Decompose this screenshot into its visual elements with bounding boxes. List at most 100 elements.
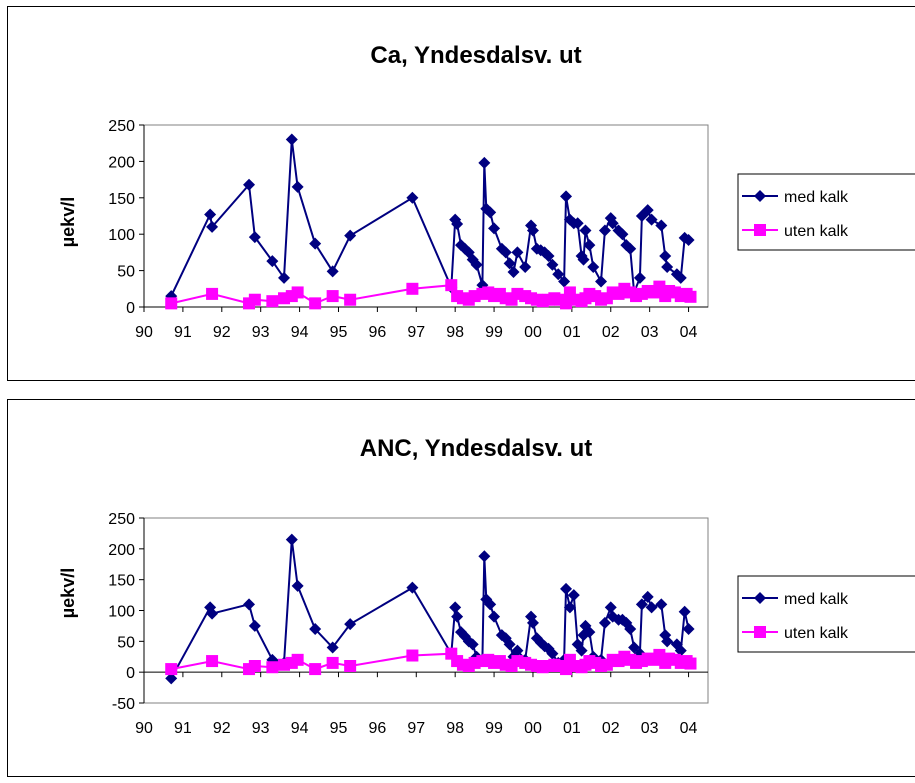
data-point-diamond [682,234,695,247]
x-tick-label: 98 [446,324,464,341]
y-tick-label: 150 [108,573,135,590]
x-tick-label: 95 [330,324,348,341]
data-point-diamond [552,268,565,281]
data-point-diamond [579,619,592,632]
data-point-diamond [558,275,571,288]
ca-chart-frame: Ca, Yndesdalsv. ut µekv/l 0 50 100 150 200 25… [7,6,915,381]
legend-label: uten kalk [784,625,849,642]
data-point-diamond [624,623,637,635]
data-point-square [560,297,573,310]
x-tick-label: 03 [641,324,659,341]
data-point-diamond [519,260,532,273]
data-point-diamond [165,672,178,685]
data-point-diamond [204,601,217,614]
data-point-square [684,657,697,670]
data-point-diamond [309,623,322,635]
y-tick-label: 200 [108,154,135,171]
legend: med kalk uten kalk [737,575,915,653]
data-point-diamond [661,260,674,273]
data-point-square [206,287,219,300]
data-point-diamond [266,653,279,666]
data-point-diamond [278,271,291,284]
data-point-square [511,655,524,668]
x-tick-label: 96 [368,720,386,737]
data-point-square [406,282,419,295]
data-point-square [560,663,573,676]
plot-border [143,124,709,308]
data-point-diamond [560,190,573,203]
x-tick-label: 02 [602,324,620,341]
x-tick-label: 00 [524,324,542,341]
data-point-diamond [526,224,539,237]
data-point-diamond [526,616,539,629]
data-point-diamond [406,191,419,204]
y-tick-label: 50 [117,634,135,651]
x-tick-label: 99 [485,324,503,341]
x-tick-label: 91 [174,324,192,341]
data-point-diamond [659,250,672,263]
x-tick-label: 90 [135,324,153,341]
data-point-square [511,287,524,300]
data-point-diamond [598,224,611,237]
data-point-diamond [291,180,304,193]
data-point-diamond [633,271,646,284]
x-tick-label: 00 [524,720,542,737]
data-point-square [309,297,322,310]
data-point-square [266,295,279,308]
data-point-diamond [525,610,538,623]
y-tick-label: 250 [108,511,135,528]
data-point-diamond [577,253,590,266]
data-point-square [326,290,339,303]
plot-area: -50 0 50 100 150 200 250 90 91 92 93 94 95 96 97 98 99 00… [108,511,915,737]
data-point-diamond [546,647,559,660]
data-point-diamond [606,217,619,230]
legend-label: uten kalk [784,223,849,240]
data-point-diamond [285,133,298,146]
data-point-square [309,663,322,676]
data-point-square [248,660,261,672]
legend-square-marker [754,224,766,236]
data-point-diamond [451,218,464,231]
x-tick-label: 92 [213,720,231,737]
y-tick-label: 100 [108,604,135,621]
plot-area: 0 50 100 150 200 250 90 91 92 93 94 95 96 97 98 99 00 01 0… [108,118,915,341]
data-point-diamond [659,629,672,642]
data-point-diamond [567,589,580,602]
data-point-diamond [495,629,508,642]
data-point-diamond [542,250,555,263]
x-tick-label: 95 [330,720,348,737]
x-tick-label: 04 [680,720,698,737]
anc-chart-svg: ANC, Yndesdalsv. ut µekv/l -50 0 50 100 150 2… [58,435,915,737]
data-point-diamond [587,260,600,273]
y-tick-label: 0 [126,665,135,682]
data-point-diamond [503,638,516,651]
data-point-square [165,663,178,676]
data-point-diamond [326,641,339,654]
data-point-diamond [616,228,629,241]
data-point-diamond [655,219,668,232]
data-point-square [206,655,219,668]
data-point-diamond [678,605,691,618]
data-point-square [406,649,419,662]
data-point-diamond [243,178,256,191]
x-tick-label: 97 [407,720,425,737]
data-point-diamond [682,623,695,635]
data-point-square [684,290,697,303]
data-point-diamond [484,598,497,611]
legend-label: med kalk [784,591,849,608]
data-point-diamond [645,213,658,226]
y-tick-label: 100 [108,227,135,244]
data-point-square [344,293,357,306]
data-point-square [326,656,339,669]
x-tick-label: 93 [252,324,270,341]
data-point-square [445,279,458,292]
data-point-diamond [511,644,524,657]
legend: med kalk uten kalk [737,173,915,251]
data-point-diamond [291,579,304,592]
data-point-diamond [645,601,658,614]
data-point-diamond [606,610,619,623]
data-point-diamond [206,220,219,233]
data-point-square [653,280,666,293]
y-tick-label: 150 [108,191,135,208]
data-point-square [266,661,279,674]
